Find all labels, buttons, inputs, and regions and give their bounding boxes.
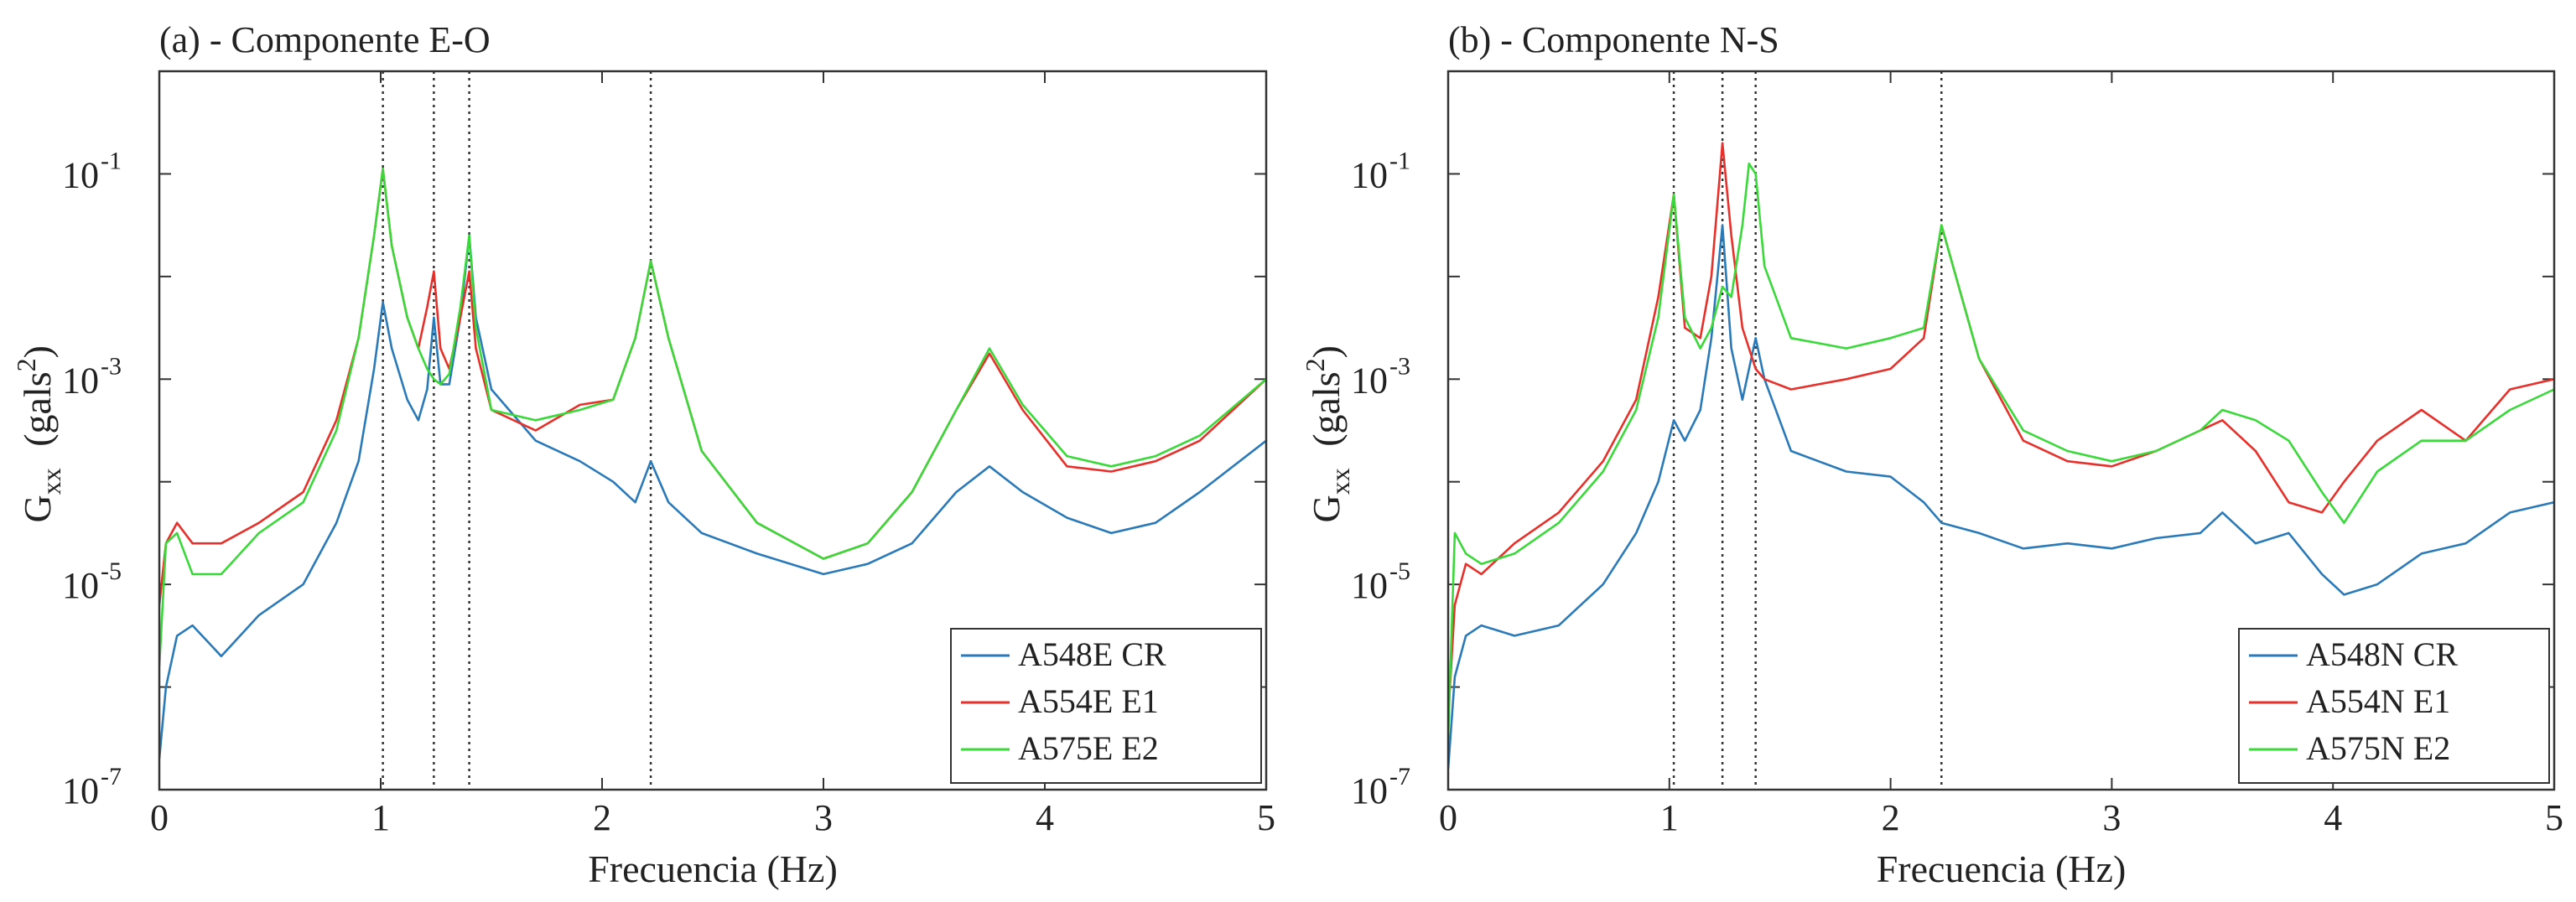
y-axis-label-unit: (gals (1305, 371, 1348, 456)
x-axis-label: Frecuencia (Hz) (588, 848, 838, 890)
y-tick-label-exponent: -7 (101, 763, 122, 791)
x-tick-label: 3 (2102, 797, 2121, 838)
x-axis-label: Frecuencia (Hz) (1877, 848, 2127, 890)
series-line-a548n-cr (1448, 224, 2554, 770)
series-group (159, 168, 1266, 759)
legend-label: A548E CR (1018, 635, 1166, 673)
axes-frame (158, 70, 1268, 791)
y-tick-label-exponent: -1 (101, 147, 122, 174)
y-tick-label-exponent: -5 (1389, 557, 1410, 585)
y-tick-label-exponent: -7 (1389, 763, 1410, 791)
legend: A548E CR A554E E1 A575E E2 (950, 628, 1262, 784)
y-tick-label: 10 (62, 770, 99, 811)
x-tick-label: 5 (2545, 797, 2563, 838)
legend-label: A575N E2 (2306, 729, 2450, 767)
y-tick-label: 10 (1351, 770, 1388, 811)
x-tick-label: 5 (1257, 797, 1275, 838)
y-axis-label-unit-exponent: 2 (1300, 358, 1330, 371)
y-axis-label-subscript: xx (1325, 468, 1355, 495)
y-axis-label-subscript: xx (36, 468, 66, 495)
y-tick-label-exponent: -5 (101, 557, 122, 585)
x-tick-label: 2 (1882, 797, 1900, 838)
series-line-a575n-e2 (1448, 162, 2554, 739)
legend: A548N CR A554N E1 A575N E2 (2238, 628, 2550, 784)
panel-title: (a) - Componente E-O (159, 19, 491, 60)
x-tick-label: 1 (371, 797, 390, 838)
y-axis-label: Gxx (gals2) (1300, 345, 1355, 522)
y-tick-label: 10 (1351, 154, 1388, 195)
y-axis-label-base: G (1305, 495, 1348, 522)
y-tick-label: 10 (62, 565, 99, 606)
x-tick-label: 0 (1439, 797, 1457, 838)
y-tick-label-exponent: -1 (1389, 147, 1410, 174)
x-tick-label: 2 (593, 797, 611, 838)
panel-a: 0 1 2 3 4 510-710-510-310 -1(a) - Componente E… (11, 19, 1275, 890)
x-tick-label: 4 (1036, 797, 1054, 838)
legend-label: A554E E1 (1018, 682, 1159, 720)
y-axis-label-unit: (gals (16, 371, 59, 456)
legend-label: A554N E1 (2306, 682, 2450, 720)
panel-b: 0 1 2 3 4 510-710-510-310 -1(b) - Componente N… (1300, 19, 2563, 890)
panel-title: (b) - Componente N-S (1448, 19, 1779, 60)
x-tick-label: 4 (2324, 797, 2342, 838)
series-line-a575e-e2 (159, 168, 1266, 667)
series-group (1448, 142, 2554, 770)
y-tick-label-exponent: -3 (1389, 352, 1410, 380)
y-axis-label-unit-close: ) (1305, 345, 1348, 358)
y-tick-label: 10 (1351, 565, 1388, 606)
y-tick-label-exponent: -3 (101, 352, 122, 380)
legend-label: A575E E2 (1018, 729, 1159, 767)
x-tick-label: 0 (150, 797, 169, 838)
y-axis-label: Gxx (gals2) (11, 345, 66, 522)
axes-frame (1446, 70, 2556, 791)
y-axis-label-base: G (16, 495, 59, 522)
series-line-a554n-e1 (1448, 142, 2554, 718)
y-axis-label-unit-exponent: 2 (11, 358, 41, 371)
x-tick-label: 1 (1660, 797, 1679, 838)
x-tick-label: 3 (814, 797, 833, 838)
y-tick-label: 10 (62, 154, 99, 195)
y-axis-label-unit-close: ) (16, 345, 59, 358)
legend-label: A548N CR (2306, 635, 2458, 673)
y-tick-label: 10 (62, 360, 99, 401)
y-tick-label: 10 (1351, 360, 1388, 401)
